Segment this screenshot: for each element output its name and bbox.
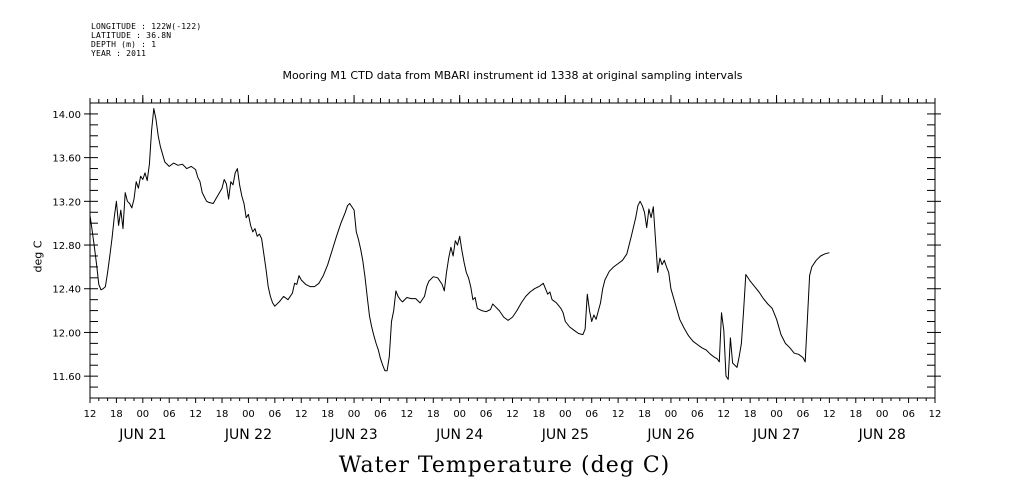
y-tick-label: 12.80 (52, 241, 81, 252)
temperature-line (89, 108, 830, 380)
x-tick-label: 06 (691, 409, 704, 420)
day-label: JUN 28 (858, 427, 906, 443)
x-tick-label: 00 (665, 409, 678, 420)
day-label: JUN 24 (435, 427, 483, 443)
depth-text: DEPTH (m) : 1 (91, 40, 157, 49)
y-tick-label: 11.60 (52, 372, 81, 383)
x-tick-label: 06 (797, 409, 810, 420)
x-tick-label: 18 (216, 409, 229, 420)
x-tick-label: 06 (374, 409, 387, 420)
x-tick-label: 12 (295, 409, 308, 420)
y-tick-label: 13.20 (52, 197, 81, 208)
x-tick-label: 06 (585, 409, 598, 420)
x-tick-label: 06 (480, 409, 493, 420)
x-tick-label: 06 (268, 409, 281, 420)
x-tick-label: 00 (559, 409, 572, 420)
x-tick-label: 18 (744, 409, 757, 420)
longitude-text: LONGITUDE : 122W(-122) (91, 22, 202, 31)
x-tick-label: 18 (533, 409, 546, 420)
x-tick-label: 18 (321, 409, 334, 420)
x-tick-label: 18 (427, 409, 440, 420)
x-tick-label: 00 (136, 409, 149, 420)
x-tick-label: 00 (770, 409, 783, 420)
x-tick-label: 00 (453, 409, 466, 420)
day-label: JUN 23 (330, 427, 378, 443)
x-tick-label: 06 (902, 409, 915, 420)
x-tick-label: 12 (612, 409, 625, 420)
x-tick-label: 12 (823, 409, 836, 420)
day-label: JUN 25 (541, 427, 589, 443)
x-tick-label: 00 (876, 409, 889, 420)
chart-title: Mooring M1 CTD data from MBARI instrumen… (282, 69, 743, 82)
x-tick-label: 00 (348, 409, 361, 420)
year-text: YEAR : 2011 (91, 49, 147, 58)
day-label: JUN 27 (752, 427, 800, 443)
y-tick-label: 13.60 (52, 154, 81, 165)
day-label: JUN 22 (224, 427, 272, 443)
day-label: JUN 26 (646, 427, 694, 443)
x-tick-label: 18 (638, 409, 651, 420)
y-tick-label: 12.40 (52, 285, 81, 296)
x-tick-label: 12 (189, 409, 202, 420)
x-tick-label: 06 (163, 409, 176, 420)
day-label: JUN 21 (118, 427, 166, 443)
x-tick-label: 12 (717, 409, 730, 420)
y-tick-label: 14.00 (52, 110, 81, 121)
x-tick-label: 18 (849, 409, 862, 420)
x-tick-label: 12 (401, 409, 414, 420)
x-axis-title: Water Temperature (deg C) (338, 453, 671, 478)
x-tick-label: 12 (929, 409, 942, 420)
latitude-text: LATITUDE : 36.8N (91, 31, 172, 40)
y-tick-label: 12.00 (52, 328, 81, 339)
x-tick-label: 12 (84, 409, 97, 420)
plot-frame (89, 102, 936, 399)
x-tick-label: 00 (242, 409, 255, 420)
x-tick-label: 18 (110, 409, 123, 420)
x-tick-label: 12 (506, 409, 519, 420)
